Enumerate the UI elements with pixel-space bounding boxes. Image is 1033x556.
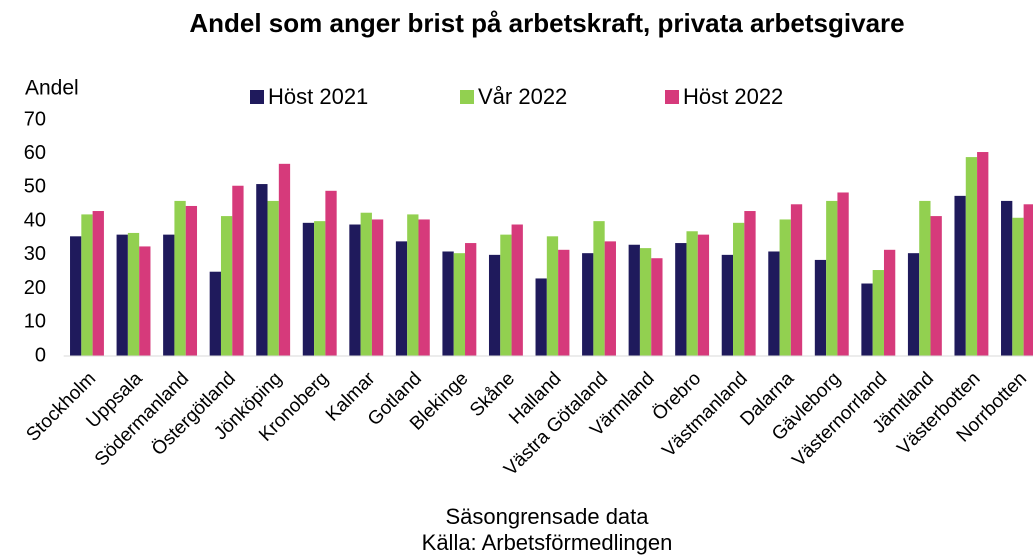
bar [139,246,151,356]
bar [220,216,233,356]
bar [744,211,756,356]
bar [837,192,849,356]
bar [907,253,920,356]
bar [418,219,430,356]
x-tick-label: Stockholm [22,368,100,446]
bar [861,283,873,356]
bar [325,190,337,356]
bar [116,234,128,356]
bar [675,243,687,356]
bar [965,157,978,356]
bar [639,248,652,356]
y-tick-label: 20 [24,277,46,299]
bar [407,214,419,356]
bar [919,200,931,356]
bar [582,253,594,356]
bar [267,200,279,356]
bar [535,278,547,356]
legend-swatch [460,90,474,104]
legend-label: Höst 2022 [683,84,783,109]
bar [814,259,827,356]
bar [70,236,82,356]
bar [790,204,803,356]
bar [883,249,896,356]
legend-label: Höst 2021 [268,84,368,109]
bar [511,224,523,356]
bar [81,214,93,356]
bar [349,224,361,356]
y-tick-label: 10 [24,311,46,333]
chart-title: Andel som anger brist på arbetskraft, pr… [189,8,905,38]
bar [1023,204,1033,356]
bar [360,212,372,356]
x-axis-label: Säsongrensade data [445,504,649,529]
bar [697,234,710,356]
bar [872,270,884,356]
bar [977,152,989,356]
bar [453,253,466,356]
bar [546,236,559,356]
bar [826,200,838,356]
bar [209,271,221,356]
bar [488,254,501,356]
y-tick-label: 60 [24,142,46,164]
y-tick-label: 50 [24,176,46,198]
bar [465,243,477,356]
y-tick-label: 0 [35,344,46,366]
bar [733,222,745,356]
bar [651,258,663,356]
y-axis-label: Andel [25,77,79,100]
bar [1012,217,1024,356]
bar [930,216,942,356]
bar [768,251,780,356]
bar [127,232,140,356]
bar [174,200,186,356]
y-tick-label: 70 [24,108,46,130]
legend-swatch [665,90,679,104]
bar [185,205,198,356]
source-note: Källa: Arbetsförmedlingen [422,530,673,555]
bar [558,249,570,356]
bar [442,251,454,356]
bar [314,221,326,356]
bar [500,234,512,356]
legend-swatch [250,90,264,104]
y-tick-label: 40 [24,209,46,231]
bar [395,241,408,356]
bar [593,221,605,356]
y-tick-label: 30 [24,243,46,265]
bar [92,211,104,356]
bar [686,231,698,356]
bar [256,184,268,356]
bar [954,195,966,356]
bar [604,241,616,356]
bar [371,219,384,356]
bar [1001,200,1013,356]
bar [232,185,244,356]
bar [721,254,734,356]
bar [278,163,291,356]
bar [163,234,175,356]
bar [779,219,791,356]
legend-label: Vår 2022 [478,84,567,109]
bar [628,244,640,356]
bar [302,222,315,356]
